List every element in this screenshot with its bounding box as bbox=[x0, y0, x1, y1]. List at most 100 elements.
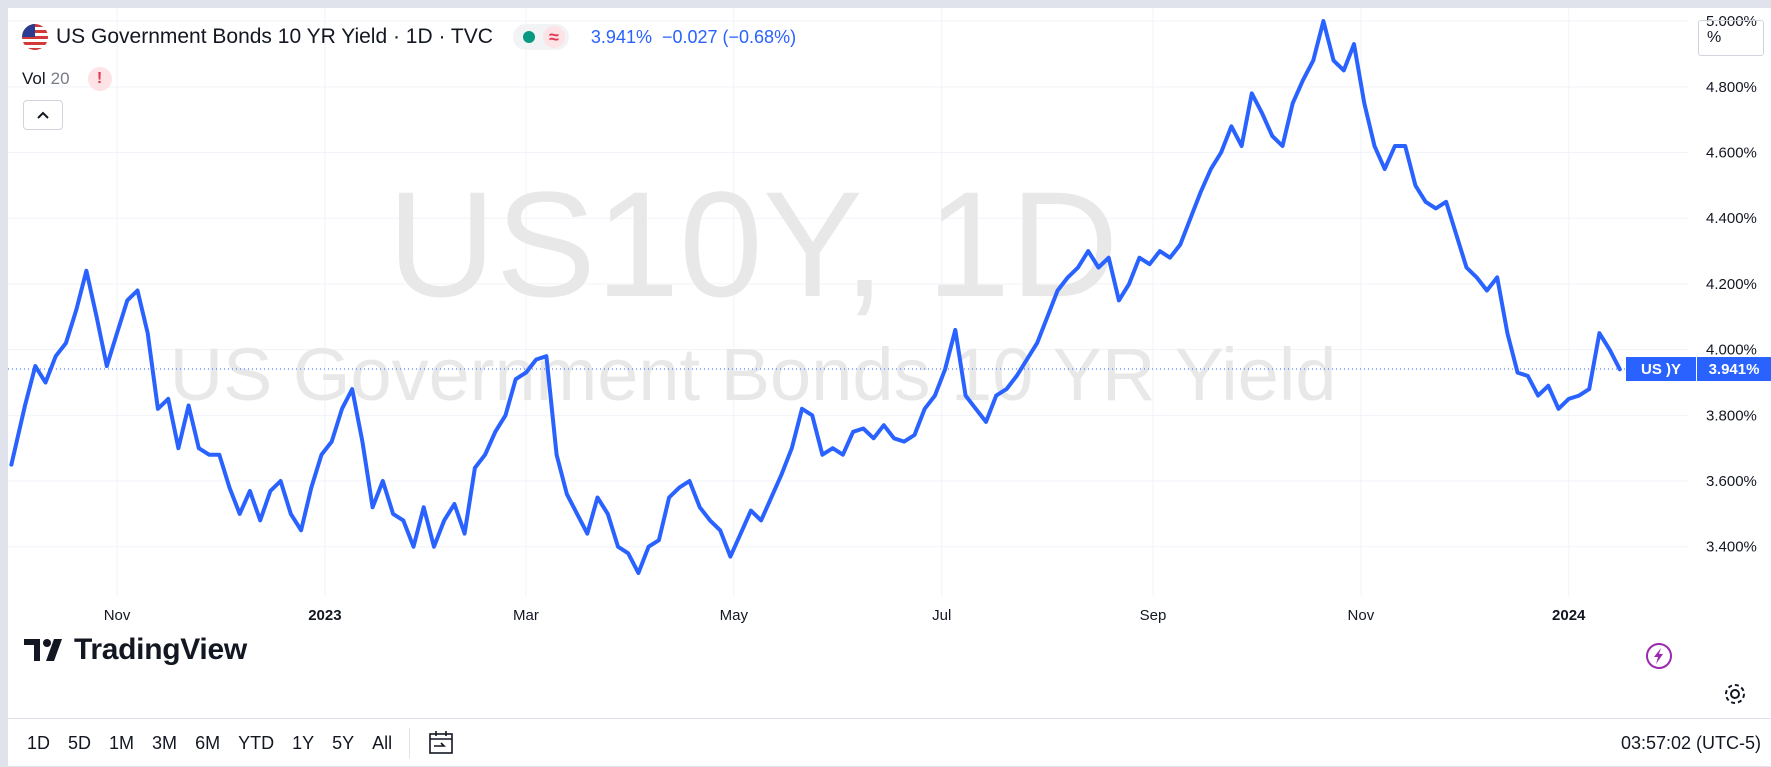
data-point bbox=[718, 528, 722, 532]
range-ytd[interactable]: YTD bbox=[238, 732, 275, 753]
data-point bbox=[360, 440, 364, 444]
range-6m[interactable]: 6M bbox=[195, 732, 221, 753]
data-point bbox=[1413, 183, 1417, 187]
data-point bbox=[1608, 348, 1612, 352]
series-line-us10y bbox=[9, 19, 1622, 575]
data-point bbox=[1577, 394, 1581, 398]
data-point bbox=[677, 486, 681, 490]
price-readout: 3.941% −0.027 (−0.68%) bbox=[590, 26, 797, 47]
x-tick-label: May bbox=[720, 607, 749, 624]
data-point bbox=[1137, 256, 1141, 260]
data-point bbox=[1260, 111, 1264, 115]
data-point bbox=[442, 518, 446, 522]
data-point bbox=[371, 505, 375, 509]
symbol-title[interactable]: US Government Bonds 10 YR Yield · 1D · T… bbox=[56, 25, 493, 48]
price-tag-value-bg bbox=[1697, 357, 1771, 382]
data-point bbox=[912, 433, 917, 437]
data-point bbox=[1178, 242, 1182, 247]
range-1d[interactable]: 1D bbox=[27, 732, 51, 753]
range-3m[interactable]: 3M bbox=[152, 732, 178, 753]
data-point bbox=[248, 489, 252, 493]
data-point bbox=[872, 436, 876, 440]
calendar-range-icon[interactable] bbox=[428, 730, 456, 756]
data-point bbox=[1025, 357, 1029, 362]
data-point bbox=[1015, 374, 1019, 378]
range-5d[interactable]: 5D bbox=[68, 732, 92, 753]
data-point bbox=[1362, 101, 1366, 105]
x-tick-label: 2023 bbox=[308, 607, 341, 624]
data-point bbox=[779, 472, 784, 477]
lightning-icon[interactable] bbox=[1645, 642, 1673, 670]
data-point bbox=[483, 453, 487, 457]
data-point bbox=[1587, 387, 1591, 391]
data-point bbox=[882, 423, 886, 427]
data-point bbox=[1066, 275, 1070, 279]
data-point bbox=[268, 489, 272, 493]
data-point bbox=[974, 407, 978, 411]
data-point bbox=[820, 453, 825, 457]
data-point bbox=[1270, 134, 1274, 138]
data-point bbox=[401, 518, 405, 522]
clock-timezone[interactable]: 03:57:02 (UTC-5) bbox=[1620, 732, 1761, 753]
chart-frame: US10Y, 1D US Government Bonds 10 YR Yiel… bbox=[8, 8, 1771, 766]
range-1m[interactable]: 1M bbox=[109, 732, 135, 753]
gear-icon[interactable] bbox=[1723, 682, 1747, 706]
x-tick-label: Nov bbox=[104, 607, 131, 624]
data-point bbox=[43, 380, 48, 385]
data-point bbox=[841, 453, 845, 457]
data-point bbox=[902, 440, 906, 444]
data-point bbox=[575, 512, 579, 516]
tradingview-logo[interactable]: TradingView bbox=[24, 630, 247, 670]
last-price-tag: US )Y 3.941% bbox=[1626, 357, 1771, 382]
data-point bbox=[892, 436, 896, 440]
range-selector: 1D 5D 1M 3M 6M YTD 1Y 5Y All bbox=[18, 719, 456, 767]
y-axis: 3.400% 3.600% 3.800% 4.000% 4.200% 4.400% 4.60… bbox=[1706, 13, 1757, 556]
data-point bbox=[95, 315, 99, 319]
data-point bbox=[9, 463, 13, 467]
data-point bbox=[728, 555, 733, 559]
y-tick-label: 3.400% bbox=[1706, 539, 1757, 556]
bottom-toolbar: 1D 5D 1M 3M 6M YTD 1Y 5Y All 03:57:02 (U… bbox=[8, 718, 1771, 766]
data-point bbox=[1035, 341, 1039, 345]
y-tick-label: 4.600% bbox=[1706, 145, 1757, 162]
data-point bbox=[739, 532, 743, 536]
data-point bbox=[595, 495, 600, 500]
data-point bbox=[1536, 394, 1540, 398]
data-point bbox=[1301, 78, 1305, 82]
data-point bbox=[340, 407, 344, 411]
market-status-dot-icon[interactable] bbox=[522, 31, 535, 43]
data-point bbox=[759, 518, 763, 522]
data-point bbox=[1250, 91, 1254, 95]
data-point bbox=[299, 528, 303, 532]
warning-icon[interactable]: ! bbox=[87, 67, 112, 91]
range-5y[interactable]: 5Y bbox=[332, 732, 355, 753]
range-all[interactable]: All bbox=[372, 732, 393, 753]
data-point bbox=[1291, 101, 1295, 105]
volume-value: 20 bbox=[50, 69, 70, 88]
chevron-up-icon bbox=[37, 111, 49, 119]
data-point bbox=[503, 413, 508, 417]
volume-label[interactable]: Vol bbox=[22, 69, 46, 88]
data-point bbox=[1434, 206, 1438, 210]
data-point bbox=[1096, 265, 1101, 270]
data-point bbox=[1424, 200, 1428, 204]
data-point bbox=[64, 341, 68, 345]
data-point bbox=[135, 288, 140, 293]
data-point bbox=[146, 331, 150, 335]
approx-data-icon[interactable]: ≈ bbox=[542, 26, 565, 48]
range-1y[interactable]: 1Y bbox=[292, 732, 315, 753]
data-point bbox=[156, 407, 160, 411]
collapse-legend-button[interactable] bbox=[23, 100, 63, 130]
data-point bbox=[1076, 265, 1080, 270]
data-point bbox=[565, 492, 569, 496]
percent-scale-button[interactable]: % bbox=[1698, 20, 1764, 56]
y-tick-label: 3.800% bbox=[1706, 407, 1757, 424]
data-point bbox=[197, 446, 201, 450]
data-point bbox=[1454, 233, 1458, 237]
data-point bbox=[626, 551, 630, 555]
data-point bbox=[1158, 249, 1162, 253]
data-point bbox=[708, 518, 712, 522]
data-point bbox=[227, 486, 232, 490]
chart-canvas[interactable]: US10Y, 1D US Government Bonds 10 YR Yiel… bbox=[8, 8, 1771, 718]
data-point bbox=[207, 453, 211, 457]
